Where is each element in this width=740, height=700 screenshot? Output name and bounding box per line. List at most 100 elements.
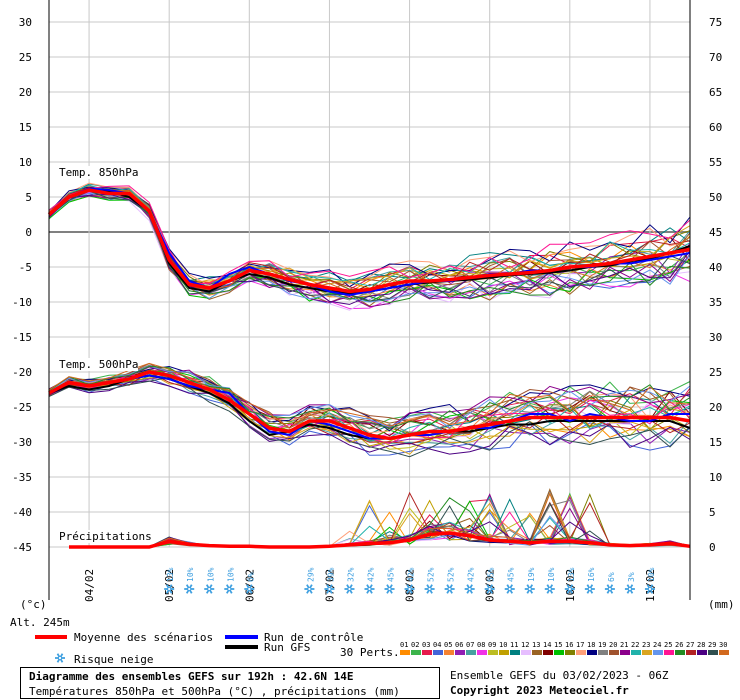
snowflake-icon: [444, 584, 455, 594]
legend-pert-swatch: [631, 650, 641, 655]
perturbation-line: [48, 186, 691, 288]
left-tick-label: 0: [25, 226, 32, 239]
snow-risk-pct: 29%: [306, 567, 315, 582]
left-tick-label: 15: [19, 121, 32, 134]
snowflake-icon: [544, 584, 555, 594]
snowflake-icon: [344, 584, 355, 594]
snow-risk-pct: 6%: [607, 572, 616, 582]
legend-control-label: Run de contrôle: [264, 631, 364, 644]
right-tick-label: 25: [709, 366, 722, 379]
legend-pert-swatch: [565, 650, 575, 655]
snow-risk-pct: 10%: [547, 567, 556, 582]
legend-pert-number: 06: [455, 641, 463, 649]
right-unit-label: (mm): [708, 598, 735, 611]
perturbation-line: [48, 376, 691, 458]
left-tick-label: 25: [19, 51, 32, 64]
x-tick-label: 04/02: [83, 569, 96, 602]
snowflake-icon: [424, 584, 435, 594]
legend-pert-number: 18: [587, 641, 595, 649]
left-tick-label: -45: [12, 541, 32, 554]
legend-pert-swatch: [664, 650, 674, 655]
left-tick-label: -10: [12, 296, 32, 309]
legend-pert-swatch: [587, 650, 597, 655]
snow-risk-pct: 10%: [647, 567, 656, 582]
snow-risk-pct: 10%: [226, 567, 235, 582]
left-unit-label: (°c): [20, 598, 47, 611]
legend-pert-number: 15: [554, 641, 562, 649]
snowflake-icon: [184, 584, 195, 594]
legend-pert-swatch: [400, 650, 410, 655]
legend-pert-number: 29: [708, 641, 716, 649]
legend-pert-number: 16: [565, 641, 573, 649]
legend-pert-swatch: [466, 650, 476, 655]
legend-pert-swatch: [532, 650, 542, 655]
legend-pert-number: 07: [466, 641, 474, 649]
left-tick-label: -20: [12, 366, 32, 379]
legend-pert-number: 27: [686, 641, 694, 649]
title-box: Diagramme des ensembles GEFS sur 192h : …: [20, 667, 440, 699]
legend-pert-swatch: [576, 650, 586, 655]
legend-pert-swatch: [477, 650, 487, 655]
x-tick-label: 09/02: [484, 569, 497, 602]
left-tick-label: 20: [19, 86, 32, 99]
left-tick-label: -25: [12, 401, 32, 414]
right-tick-label: 50: [709, 191, 722, 204]
snowflake-icon: [484, 584, 495, 594]
x-tick-label: 11/02: [644, 569, 657, 602]
legend-pert-swatch: [510, 650, 520, 655]
snow-risk-pct: 10%: [206, 567, 215, 582]
legend-pert-number: 25: [664, 641, 672, 649]
snowflake-icon: [644, 584, 655, 594]
legend-pert-swatch: [598, 650, 608, 655]
snowflake-icon: [564, 584, 575, 594]
snow-risk-pct: 16%: [587, 567, 596, 582]
legend-pert-swatch: [642, 650, 652, 655]
snow-risk-row: 13% 10% 10% 10% 6% 29% 39% 32% 42% 45% 42% 52% 52% 42…: [164, 567, 656, 594]
perturbation-line: [48, 195, 691, 311]
right-tick-label: 75: [709, 16, 722, 29]
chart-title: Diagramme des ensembles GEFS sur 192h : …: [29, 670, 354, 683]
legend-pert-number: 09: [488, 641, 496, 649]
legend-pert-number: 17: [576, 641, 584, 649]
legend-perts-label: 30 Perts.: [340, 646, 400, 659]
legend-pert-swatch: [686, 650, 696, 655]
right-tick-label: 10: [709, 471, 722, 484]
altitude-label: Alt. 245m: [10, 616, 70, 629]
legend-pert-number: 03: [422, 641, 430, 649]
right-tick-label: 45: [709, 226, 722, 239]
legend-pert-number: 22: [631, 641, 639, 649]
snowflake-icon: [584, 584, 595, 594]
right-tick-label: 35: [709, 296, 722, 309]
left-tick-label: -15: [12, 331, 32, 344]
snow-risk-pct: 52%: [447, 567, 456, 582]
legend-pert-number: 24: [653, 641, 661, 649]
legend-pert-number: 30: [719, 641, 727, 649]
left-tick-label: -35: [12, 471, 32, 484]
snow-risk-pct: 45%: [387, 567, 396, 582]
legend-graphics: 01 02 03 04 05 06 07 08 09 10 11 12 13 14 15 16 17 18 19 20…: [35, 635, 729, 663]
precip-label: Précipitations: [59, 530, 152, 543]
snow-risk-pct: 55%: [487, 567, 496, 582]
snow-risk-pct: 39%: [326, 567, 335, 582]
perturbation-line: [48, 185, 691, 285]
legend-pert-swatch: [521, 650, 531, 655]
legend-pert-number: 01: [400, 641, 408, 649]
perturbation-line: [48, 366, 691, 429]
right-tick-label: 65: [709, 86, 722, 99]
right-tick-label: 5: [709, 506, 716, 519]
legend-pert-number: 08: [477, 641, 485, 649]
legend-pert-number: 13: [532, 641, 540, 649]
snow-risk-pct: 13%: [166, 567, 175, 582]
right-tick-label: 60: [709, 121, 722, 134]
legend-pert-swatch: [499, 650, 509, 655]
snowflake-icon: [524, 584, 535, 594]
left-tick-label: 10: [19, 156, 32, 169]
legend-pert-number: 26: [675, 641, 683, 649]
left-tick-label: -40: [12, 506, 32, 519]
legend-pert-swatch: [620, 650, 630, 655]
legend-pert-number: 04: [433, 641, 441, 649]
snowflake-icon: [624, 584, 635, 594]
t500-mean-line: [48, 370, 691, 441]
legend-pert-number: 23: [642, 641, 650, 649]
right-tick-label: 70: [709, 51, 722, 64]
